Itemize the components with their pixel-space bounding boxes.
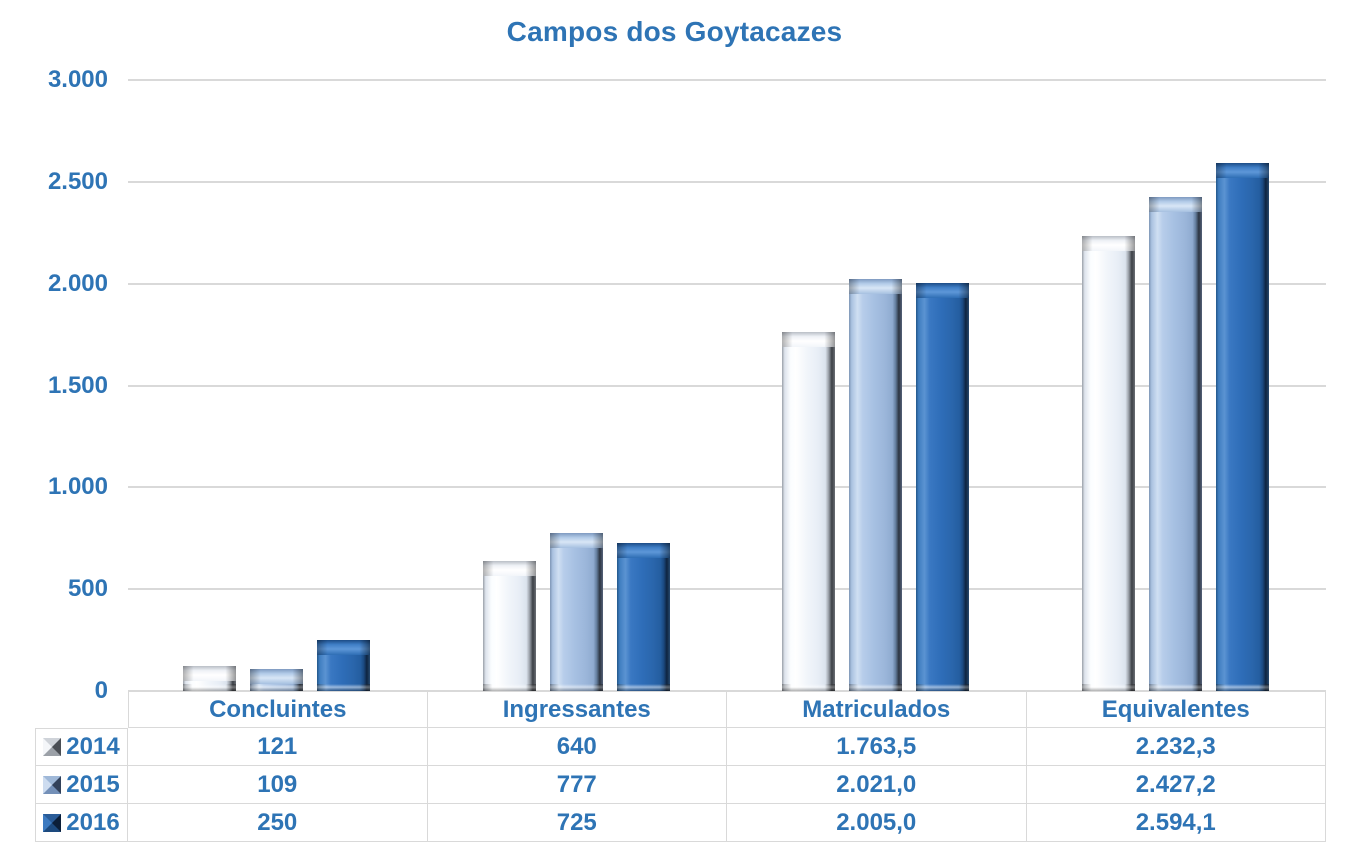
bar-bottom-bevel [782, 684, 835, 691]
bar-top-bevel [317, 640, 370, 655]
bar-bottom-bevel [916, 684, 969, 691]
value-cell-2015-concluintes: 109 [128, 766, 428, 804]
value-cell-2014-matriculados: 1.763,5 [727, 728, 1027, 766]
plot-area [128, 79, 1326, 692]
bar-2014-matriculados [782, 332, 835, 691]
gridline [128, 282, 1326, 285]
bar-bottom-bevel [183, 684, 236, 691]
value-cell-2015-matriculados: 2.021,0 [727, 766, 1027, 804]
bar-top-bevel [1081, 236, 1135, 251]
bar-top-bevel [849, 279, 902, 294]
gridline [128, 79, 1326, 81]
bar-top-bevel [549, 533, 603, 548]
value-cell-2016-equivalentes: 2.594,1 [1026, 804, 1326, 842]
y-axis-tick-label: 2.500 [47, 167, 108, 195]
y-axis-tick-label: 1.500 [47, 371, 108, 399]
bar-top-bevel [782, 332, 835, 347]
value-cell-2014-ingressantes: 640 [427, 728, 727, 766]
value-cell-2016-concluintes: 250 [128, 804, 428, 842]
table-header-matriculados: Matriculados [727, 691, 1027, 728]
bar-top-bevel [1215, 163, 1269, 178]
value-cell-2016-ingressantes: 725 [427, 804, 727, 842]
table-corner-spacer [35, 691, 128, 728]
bar-bottom-bevel [250, 684, 303, 691]
gridline [128, 486, 1326, 489]
legend-key-icon-2014 [43, 738, 62, 756]
table-header-concluintes: Concluintes [128, 691, 428, 728]
value-cell-2016-matriculados: 2.005,0 [727, 804, 1027, 842]
data-table: Concluintes Ingressantes Matriculados Equiv… [35, 691, 1326, 842]
bar-top-bevel [183, 666, 236, 681]
bar-2016-concluintes [317, 640, 370, 691]
chart-title: Campos dos Goytacazes [506, 16, 843, 47]
legend-cell-2014: 2014 [35, 728, 128, 766]
bar-bottom-bevel [616, 684, 670, 691]
table-row-2016: 2016 250 725 2.005,0 2.594,1 [35, 804, 1326, 842]
bar-top-bevel [482, 561, 536, 576]
gridline [128, 384, 1326, 387]
y-axis-tick-label: 3.000 [47, 66, 108, 93]
legend-key-icon-2015 [43, 775, 62, 794]
bar-2015-matriculados [849, 279, 902, 691]
bar-top-bevel [616, 543, 670, 558]
gridline [128, 588, 1326, 591]
table-header-row: Concluintes Ingressantes Matriculados Equiv… [35, 691, 1326, 728]
bar-2015-ingressantes [549, 533, 603, 691]
legend-cell-2016: 2016 [35, 804, 128, 842]
bar-2016-matriculados [916, 283, 969, 691]
value-cell-2015-equivalentes: 2.427,2 [1026, 766, 1326, 804]
bar-2016-ingressantes [616, 543, 670, 691]
bar-2015-concluintes [250, 669, 303, 691]
bar-2014-ingressantes [482, 561, 536, 691]
bar-bottom-bevel [1215, 684, 1269, 691]
legend-cell-2015: 2015 [35, 766, 128, 804]
bar-2014-concluintes [183, 666, 236, 691]
legend-key-icon-2016 [43, 813, 62, 832]
value-cell-2014-equivalentes: 2.232,3 [1026, 728, 1326, 766]
legend-year-label: 2016 [66, 808, 120, 836]
table-header-ingressantes: Ingressantes [427, 691, 727, 728]
y-axis-tick-label: 1.000 [47, 473, 108, 501]
y-axis-tick-label: 2.000 [47, 269, 108, 297]
table-row-2014: 2014 121 640 1.763,5 2.232,3 [35, 728, 1326, 766]
bar-2015-equivalentes [1148, 197, 1202, 691]
bar-bottom-bevel [1148, 684, 1202, 691]
bar-bottom-bevel [482, 684, 536, 691]
gridline [128, 180, 1326, 183]
y-axis-tick-label: 500 [67, 575, 108, 603]
bar-top-bevel [250, 669, 303, 684]
bar-bottom-bevel [849, 684, 902, 691]
bar-2014-equivalentes [1081, 236, 1135, 691]
legend-year-label: 2015 [66, 770, 120, 798]
table-header-equivalentes: Equivalentes [1026, 691, 1326, 728]
legend-year-label: 2014 [66, 733, 120, 760]
bar-bottom-bevel [1081, 684, 1135, 691]
value-cell-2014-concluintes: 121 [128, 728, 428, 766]
bar-top-bevel [1148, 197, 1202, 212]
bar-bottom-bevel [317, 684, 370, 691]
bar-2016-equivalentes [1215, 163, 1269, 691]
bar-top-bevel [916, 283, 969, 298]
value-cell-2015-ingressantes: 777 [427, 766, 727, 804]
bar-bottom-bevel [549, 684, 603, 691]
y-axis-tick-label: 0 [94, 677, 108, 704]
table-row-2015: 2015 109 777 2.021,0 2.427,2 [35, 766, 1326, 804]
